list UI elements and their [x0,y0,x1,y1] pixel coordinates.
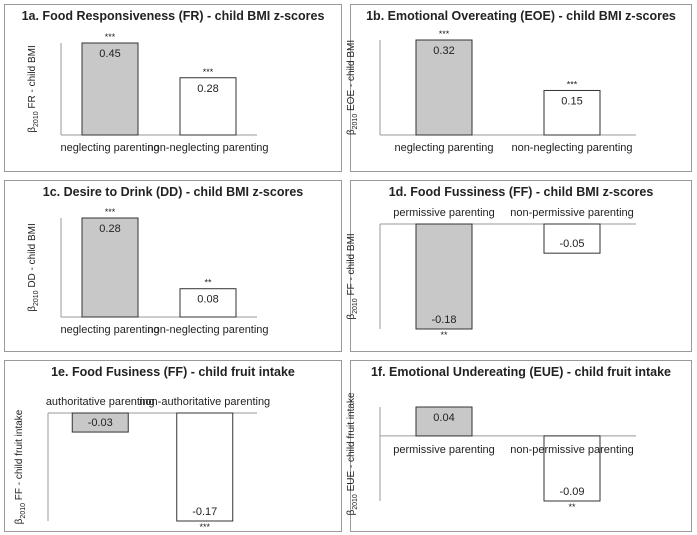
bar-chart-1d: β2010 FF - child BMI -0.18 ** permissive pa… [346,207,636,340]
chart-title: 1a. Food Responsiveness (FR) - child BMI… [21,9,325,23]
bar-1 [415,39,473,136]
category-label: authoritative parenting [46,396,155,408]
bar-2 [176,412,234,522]
chart-panel-1a: 1a. Food Responsiveness (FR) - child BMI… [4,4,342,172]
significance-marker: *** [105,207,116,217]
category-label: permissive parenting [393,207,495,219]
bar-1 [71,412,129,433]
value-label: 0.32 [433,45,454,57]
value-label: 0.28 [197,83,218,95]
value-label: -0.09 [559,486,584,498]
significance-marker: ** [568,502,576,512]
bar-chart-1e: β2010 FF - child fruit intake -0.03 author… [14,396,270,532]
chart-panel-1c: 1c. Desire to Drink (DD) - child BMI z-s… [4,180,342,352]
value-label: 0.08 [197,294,218,306]
y-axis-label: β2010 EUE - child fruit intake [346,392,359,515]
category-label: neglecting parenting [60,324,159,336]
value-label: -0.17 [192,506,217,518]
significance-marker: ** [440,330,448,340]
category-label: neglecting parenting [394,142,493,154]
bar-1 [81,42,139,136]
bar-2 [543,89,601,136]
chart-title: 1d. Food Fussiness (FF) - child BMI z-sc… [388,185,654,199]
bar-2 [179,77,237,136]
value-label: -0.03 [88,417,113,429]
significance-marker: ** [204,278,212,288]
category-label: permissive parenting [393,444,495,456]
significance-marker: *** [567,79,578,89]
bar-chart-1a: β2010 FR - child BMI 0.45 *** neglecting pa… [27,32,269,154]
bar-chart-1f: β2010 EUE - child fruit intake 0.04 permis… [346,392,636,516]
value-label: 0.28 [99,223,120,235]
value-label: -0.18 [431,314,456,326]
chart-title: 1f. Emotional Undereating (EUE) - child … [370,365,672,379]
chart-title: 1c. Desire to Drink (DD) - child BMI z-s… [42,185,304,199]
value-label: 0.04 [433,412,454,424]
value-label: -0.05 [559,238,584,250]
y-axis-label: β2010 DD - child BMI [27,223,40,312]
chart-panel-1f: 1f. Emotional Undereating (EUE) - child … [346,360,692,532]
category-label: non-permissive parenting [510,444,634,456]
value-label: 0.45 [99,48,120,60]
significance-marker: *** [105,32,116,42]
y-axis-label: β2010 FR - child BMI [27,45,40,132]
chart-title: 1b. Emotional Overeating (EOE) - child B… [366,9,676,23]
bar-chart-1c: β2010 DD - child BMI 0.28 *** neglecting pa… [27,207,269,336]
chart-panel-1d: 1d. Food Fussiness (FF) - child BMI z-sc… [346,180,692,352]
bar-2 [543,223,601,254]
bar-1 [81,217,139,318]
value-label: 0.15 [561,95,582,107]
significance-marker: *** [199,522,210,532]
category-label: non-authoritative parenting [139,396,270,408]
y-axis-label: β2010 FF - child fruit intake [14,409,27,524]
chart-panel-1e: 1e. Food Fusiness (FF) - child fruit int… [4,360,342,532]
bar-chart-1b: β2010 EOE - child BMI 0.32 *** neglecting p… [346,29,636,154]
y-axis-label: β2010 EOE - child BMI [346,40,359,135]
bar-2 [179,288,237,318]
category-label: non-neglecting parenting [511,142,632,154]
bar-2 [543,435,601,502]
chart-panel-1b: 1b. Emotional Overeating (EOE) - child B… [346,4,692,172]
significance-marker: *** [203,67,214,77]
category-label: non-permissive parenting [510,207,634,219]
category-label: non-neglecting parenting [147,324,268,336]
significance-marker: *** [439,29,450,39]
bar-1 [415,223,473,330]
category-label: neglecting parenting [60,142,159,154]
category-label: non-neglecting parenting [147,142,268,154]
bar-1 [415,406,473,437]
y-axis-label: β2010 FF - child BMI [346,233,359,319]
chart-title: 1e. Food Fusiness (FF) - child fruit int… [51,365,295,379]
